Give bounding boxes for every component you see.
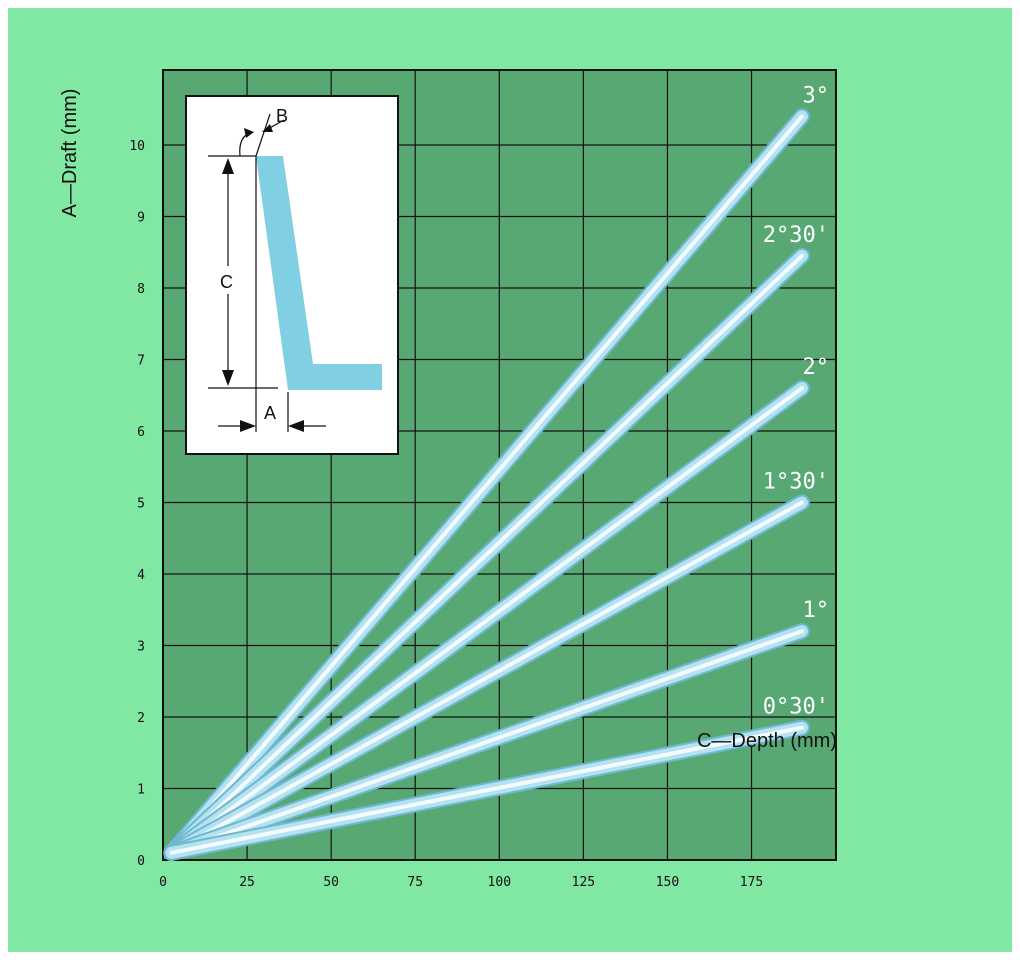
y-tick-label: 9 [137, 211, 145, 226]
x-tick-label: 50 [323, 875, 339, 890]
y-tick-label: 0 [137, 854, 145, 869]
y-tick-label: 6 [137, 425, 145, 440]
x-axis-title: C—Depth (mm) [697, 730, 837, 752]
dimension-a-label: A [264, 403, 276, 423]
series-line-highlight [169, 114, 804, 855]
x-tick-label: 175 [740, 875, 763, 890]
inset-diagram: C A B [185, 95, 399, 455]
draft-chart: C A B 3°2°30'2°1°30'1°0°30' 0 25 50 75 100 12… [59, 69, 837, 890]
y-axis-ticks: 0 1 2 3 4 5 6 7 8 9 10 [129, 139, 145, 869]
series-line-highlight [169, 500, 804, 855]
arrow-down-icon [222, 370, 234, 386]
arrow-right-icon [240, 420, 256, 432]
y-tick-label: 10 [129, 139, 145, 154]
y-tick-label: 5 [137, 497, 145, 512]
b-arrow-icon [262, 124, 273, 132]
part-profile [256, 156, 382, 390]
series-label: 3° [803, 83, 830, 108]
x-tick-label: 100 [488, 875, 511, 890]
angle-b-label: B [276, 106, 288, 126]
x-tick-label: 125 [572, 875, 595, 890]
x-tick-label: 150 [656, 875, 679, 890]
series-lines [163, 108, 810, 861]
arrow-left-icon [288, 420, 304, 432]
x-tick-label: 75 [407, 875, 423, 890]
chart-page: C A B 3° 2°30' 2° 1°30' 1° 0°30' 0 25 50 75 100 12… [8, 8, 1012, 952]
series-line-highlight [169, 725, 804, 855]
y-axis-title: A—Draft (mm) [59, 89, 81, 218]
y-tick-label: 7 [137, 354, 145, 369]
y-tick-label: 2 [137, 711, 145, 726]
series-label: 1° [803, 598, 830, 623]
arrow-up-icon [222, 158, 234, 174]
series-line-highlight [169, 629, 804, 855]
x-tick-label: 25 [239, 875, 255, 890]
y-tick-label: 4 [137, 568, 145, 583]
c-label-bg [217, 266, 239, 294]
x-axis-ticks: 0 25 50 75 100 125 150 175 [159, 875, 763, 890]
series-label: 2°30' [763, 223, 829, 248]
y-tick-label: 8 [137, 282, 145, 297]
draft-line [255, 113, 271, 157]
dimension-c-label: C [220, 272, 233, 292]
series-labels: 3° 2°30' 2° 1°30' 1° 0°30' [763, 83, 829, 719]
series-label: 2° [803, 355, 830, 380]
y-tick-label: 1 [137, 783, 145, 798]
series-label: 1°30' [763, 470, 829, 495]
series-label: 0°30' [763, 695, 829, 720]
series-line-highlight [169, 386, 804, 855]
y-tick-label: 3 [137, 640, 145, 655]
angle-arrow-icon [244, 128, 254, 138]
series-line-highlight [169, 253, 804, 855]
x-tick-label: 0 [159, 875, 167, 890]
